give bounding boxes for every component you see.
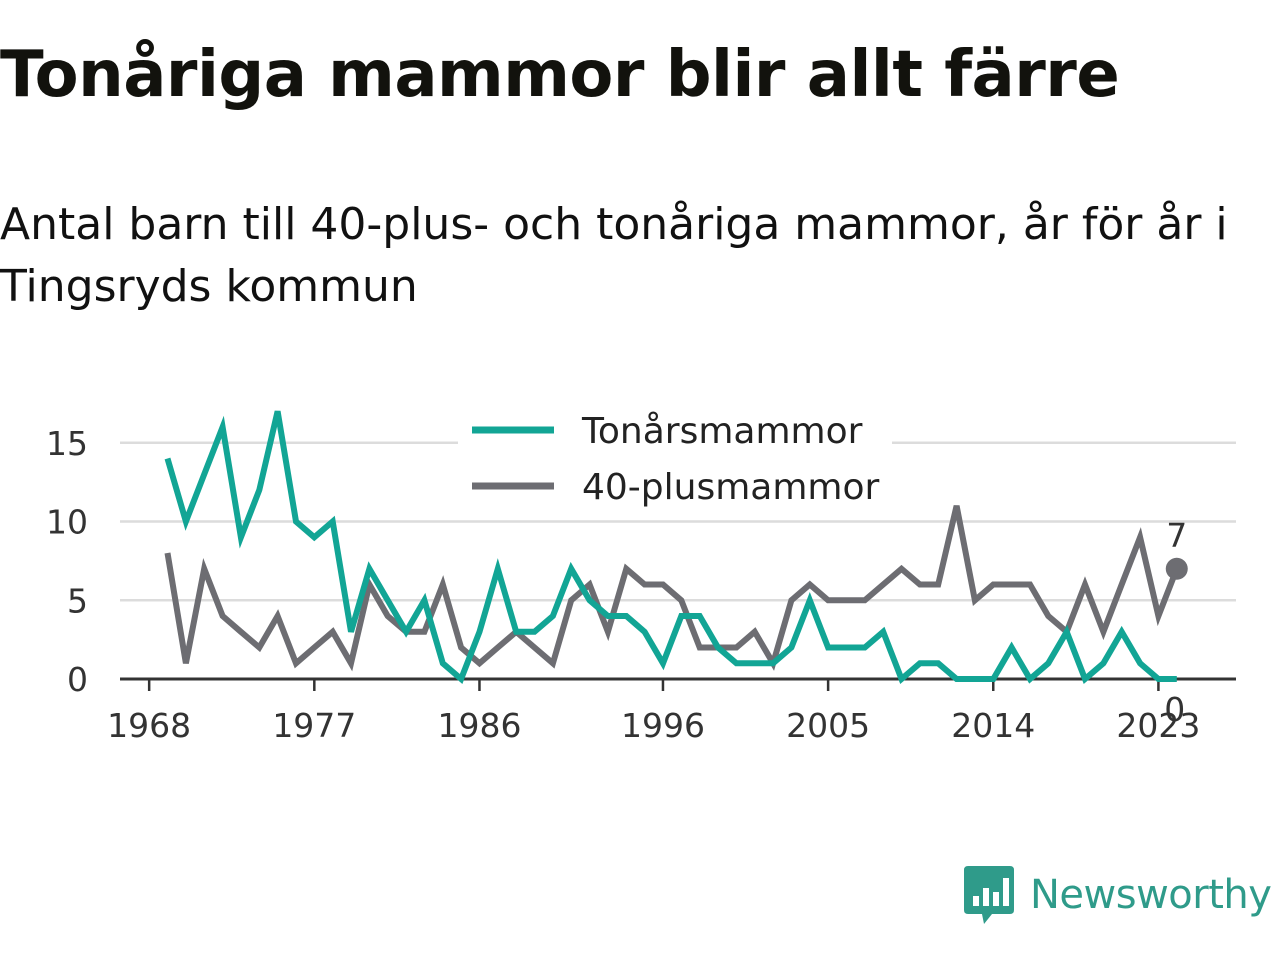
- y-tick-label: 15: [46, 424, 88, 463]
- legend: Tonårsmammor 40-plusmammor: [458, 402, 892, 520]
- x-tick-label: 1996: [621, 706, 705, 745]
- legend-background: [458, 402, 892, 520]
- end-label-tonarsmammor: 0: [1164, 690, 1185, 729]
- chart-title: Tonåriga mammor blir allt färre: [0, 38, 1120, 112]
- y-tick-label: 5: [67, 581, 88, 620]
- x-tick-label: 1968: [107, 706, 191, 745]
- series-line-tonarsmammor: [164, 410, 1177, 685]
- y-tick-label: 10: [46, 503, 88, 542]
- x-tick-label: 2014: [951, 706, 1035, 745]
- end-labels: 70: [1164, 516, 1188, 729]
- x-tick-label: 1986: [437, 706, 521, 745]
- legend-label-40-plusmammor: 40-plusmammor: [582, 467, 880, 508]
- legend-label-tonarsmammor: Tonårsmammor: [581, 411, 863, 452]
- y-axis-ticks: 0 5 10 15: [46, 424, 88, 699]
- y-tick-label: 0: [67, 660, 88, 699]
- x-tick-label: 2023: [1116, 706, 1200, 745]
- x-axis: 1968 1977 1986 1996 2005 2014 2023: [107, 677, 1236, 745]
- newsworthy-logo-icon: [964, 866, 1014, 924]
- brand-name: Newsworthy: [1030, 872, 1272, 918]
- chart-subtitle: Antal barn till 40-plus- och tonåriga ma…: [0, 199, 1228, 312]
- newsworthy-logo: Newsworthy: [962, 862, 1272, 928]
- series-line-40-plusmammor: [164, 505, 1180, 672]
- end-label-40-plusmammor: 7: [1166, 516, 1187, 555]
- x-tick-label: 2005: [786, 706, 870, 745]
- series-lines: [164, 410, 1180, 685]
- x-tick-label: 1977: [272, 706, 356, 745]
- end-point-40-plusmammor: [1165, 557, 1188, 580]
